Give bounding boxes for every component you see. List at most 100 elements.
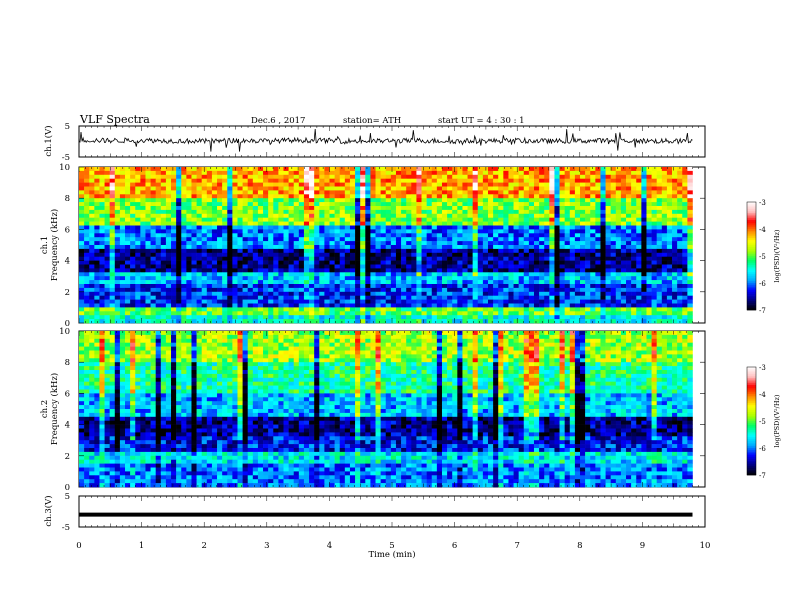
spectrogram-cell xyxy=(196,331,202,336)
spectrogram-cell xyxy=(436,194,443,199)
spectrogram-cell xyxy=(595,186,601,191)
spectrogram-cell xyxy=(349,233,356,238)
spectrogram-cell xyxy=(554,241,560,246)
spectrogram-cell xyxy=(452,206,458,211)
spectrogram-cell xyxy=(528,221,535,226)
spectrogram-cell xyxy=(385,319,392,324)
spectrogram-cell xyxy=(590,256,596,261)
spectrogram-cell xyxy=(528,206,535,211)
spectrogram-cell xyxy=(421,268,427,273)
spectrogram-cell xyxy=(401,241,407,246)
spectrogram-cell xyxy=(334,241,341,246)
spectrogram-cell xyxy=(375,295,381,300)
spectrogram-cell xyxy=(585,209,591,215)
spectrogram-cell xyxy=(380,272,387,277)
spectrogram-cell xyxy=(125,315,131,320)
spectrogram-cell xyxy=(339,276,346,281)
spectrogram-cell xyxy=(84,264,90,269)
spectrogram-cell xyxy=(452,209,458,215)
spectrogram-cell xyxy=(385,213,392,218)
spectrogram-cell xyxy=(370,213,376,218)
spectrogram-cell xyxy=(682,287,688,293)
spectrogram-cell xyxy=(508,311,514,316)
spectrogram-cell xyxy=(293,209,300,215)
spectrogram-cell xyxy=(518,268,525,273)
spectrogram-cell xyxy=(150,202,156,207)
spectrogram-cell xyxy=(493,213,499,218)
spectrogram-cell xyxy=(534,295,540,300)
spectrogram-cell xyxy=(651,315,657,320)
spectrogram-cell xyxy=(534,186,540,191)
spectrogram-cell xyxy=(252,182,259,187)
spectrogram-cell xyxy=(615,331,622,336)
spectrogram-cell xyxy=(421,307,427,312)
spectrogram-cell xyxy=(114,209,121,215)
spectrogram-cell xyxy=(339,291,346,296)
spectrogram-cell xyxy=(140,276,146,281)
spectrogram-cell xyxy=(534,229,540,234)
spectrogram-cell xyxy=(104,206,110,211)
spectrogram-cell xyxy=(79,170,85,176)
spectrogram-cell xyxy=(385,194,392,199)
spectrogram-cell xyxy=(544,178,550,183)
spectrogram-cell xyxy=(84,198,90,203)
spectrogram-cell xyxy=(559,287,565,293)
spectrogram-cell xyxy=(462,264,468,269)
spectrogram-cell xyxy=(79,174,85,179)
spectrogram-cell xyxy=(580,237,586,242)
start-time-label: start UT = 4 : 30 : 1 xyxy=(438,116,525,126)
spectrogram-cell xyxy=(206,178,213,183)
spectrogram-cell xyxy=(523,182,530,187)
spectrogram-cell xyxy=(334,198,341,203)
spectrogram-cell xyxy=(339,174,346,179)
spectrogram-cell xyxy=(339,190,346,195)
spectrogram-cell xyxy=(590,307,596,312)
spectrogram-cell xyxy=(99,245,105,250)
spectrogram-cell xyxy=(508,331,514,336)
spectrogram-cell xyxy=(482,260,489,265)
spectrogram-cell xyxy=(513,245,519,250)
spectrogram-cell xyxy=(242,315,248,320)
spectrogram-cell xyxy=(498,248,504,254)
spectrogram-cell xyxy=(401,307,407,312)
spectrogram-cell xyxy=(620,248,627,254)
spectrogram-cell xyxy=(303,303,310,308)
spectrogram-cell xyxy=(666,319,673,324)
spectrogram-cell xyxy=(477,331,484,336)
spectrogram-cell xyxy=(160,295,167,300)
spectrogram-cell xyxy=(257,276,264,281)
spectrogram-cell xyxy=(385,182,392,187)
spectrogram-cell xyxy=(615,307,622,312)
spectrogram-cell xyxy=(508,307,514,312)
spectrogram-cell xyxy=(385,237,392,242)
spectrogram-cell xyxy=(288,280,295,285)
spectrogram-cell xyxy=(631,280,637,285)
spectrogram-cell xyxy=(574,245,581,250)
spectrogram-cell xyxy=(344,202,351,207)
spectrogram-cell xyxy=(472,291,479,296)
spectrogram-cell xyxy=(298,206,305,211)
spectrogram-cell xyxy=(319,287,325,293)
spectrogram-cell xyxy=(395,331,402,336)
spectrogram-cell xyxy=(503,284,509,289)
spectrogram-cell xyxy=(181,174,187,179)
spectrogram-cell xyxy=(355,213,361,218)
spectrogram-cell xyxy=(160,229,167,234)
spectrogram-cell xyxy=(273,331,279,336)
spectrogram-cell xyxy=(574,194,581,199)
spectrogram-cell xyxy=(344,284,351,289)
spectrogram-cell xyxy=(211,248,218,254)
spectrogram-cell xyxy=(447,213,453,218)
spectrogram-cell xyxy=(385,202,392,207)
spectrogram-cell xyxy=(201,202,208,207)
spectrogram-cell xyxy=(534,237,540,242)
spectrogram-cell xyxy=(252,331,259,336)
spectrogram-cell xyxy=(196,174,202,179)
spectrogram-cell xyxy=(661,256,668,261)
spectrogram-cell xyxy=(677,190,683,195)
spectrogram-cell xyxy=(580,178,586,183)
spectrogram-cell xyxy=(130,167,136,172)
spectrogram-cell xyxy=(626,291,632,296)
spectrogram-cell xyxy=(181,287,187,293)
spectrogram-cell xyxy=(441,256,448,261)
